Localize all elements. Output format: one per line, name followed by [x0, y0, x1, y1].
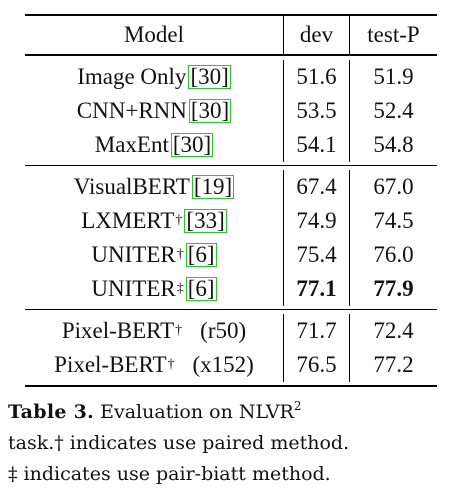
method-mark: † — [175, 323, 183, 338]
model-cell: CNN+RNN [30] — [25, 94, 284, 128]
dev-score: 53.5 — [284, 94, 350, 128]
model-name: VisualBERT — [73, 174, 190, 199]
method-mark: † — [176, 247, 184, 262]
caption-line-2: task.† indicates use paired method. — [8, 432, 350, 454]
citation-number: 30 — [180, 132, 204, 157]
method-mark: † — [175, 213, 183, 228]
table-body: Image Only [30] 51.6 51.9 CNN+RNN [30] 53.5 52.… — [25, 56, 437, 385]
citation-number: 30 — [198, 98, 222, 123]
dev-score: 74.9 — [284, 204, 350, 238]
test-score: 52.4 — [373, 98, 414, 123]
model-cell: Image Only [30] — [25, 60, 284, 94]
citation-link[interactable]: [6] — [185, 276, 217, 301]
model-cell: UNITER † [6] — [25, 238, 284, 272]
method-mark: † — [167, 357, 175, 372]
citation-link[interactable]: [19] — [191, 174, 235, 199]
citation-number: 6 — [195, 242, 207, 267]
dev-score: 75.4 — [284, 238, 350, 272]
header-test: test-P — [367, 22, 420, 47]
model-name: Pixel-BERT — [54, 352, 167, 377]
model-cell: Pixel-BERT † (r50) — [25, 314, 284, 348]
results-table: Model dev test-P Image Only [30] 51.6 51.9 C… — [25, 14, 437, 387]
dev-score: 76.5 — [284, 348, 350, 382]
backbone-label: (r50) — [200, 318, 247, 343]
backbone-label: (x152) — [192, 352, 254, 377]
model-name: MaxEnt — [94, 132, 169, 157]
table-row: UNITER † [6] 75.4 76.0 — [25, 238, 437, 272]
test-score: 67.0 — [373, 174, 414, 199]
table-row: CNN+RNN [30] 53.5 52.4 — [25, 94, 437, 128]
test-score: 77.2 — [373, 352, 414, 377]
table-row: Image Only [30] 51.6 51.9 — [25, 56, 437, 94]
caption-superscript: 2 — [293, 399, 302, 413]
test-score: 51.9 — [373, 64, 414, 89]
test-score: 74.5 — [373, 208, 414, 233]
test-score: 72.4 — [373, 318, 414, 343]
citation-link[interactable]: [6] — [185, 242, 217, 267]
table-caption: Table 3. Evaluation on NLVR2 task.† indi… — [8, 391, 450, 490]
caption-line-1: Table 3. Evaluation on NLVR2 — [8, 391, 450, 428]
model-name: UNITER — [91, 242, 176, 267]
model-cell: VisualBERT [19] — [25, 170, 284, 204]
table-row: UNITER ‡ [6] 77.1 77.9 — [25, 272, 437, 309]
table-row: LXMERT † [33] 74.9 74.5 — [25, 204, 437, 238]
citation-number: 33 — [194, 208, 218, 233]
dev-score: 54.1 — [284, 128, 350, 162]
citation-number: 6 — [195, 276, 207, 301]
caption-label: Table 3. — [8, 401, 95, 423]
model-name: CNN+RNN — [76, 98, 187, 123]
caption-text-a: Evaluation on NLVR — [100, 401, 294, 423]
model-name: Pixel-BERT — [61, 318, 175, 343]
table-row: Pixel-BERT † (x152) 76.5 77.2 — [25, 348, 437, 385]
test-score: 77.9 — [373, 276, 414, 301]
header-dev: dev — [284, 16, 350, 54]
model-name: Image Only — [77, 64, 187, 89]
dev-score: 67.4 — [284, 170, 350, 204]
table-header-row: Model dev test-P — [25, 16, 437, 56]
method-mark: ‡ — [176, 281, 184, 296]
test-score: 76.0 — [373, 242, 414, 267]
citation-link[interactable]: [30] — [170, 132, 214, 157]
dev-score: 71.7 — [284, 314, 350, 348]
model-name: UNITER — [91, 276, 176, 301]
model-cell: Pixel-BERT † (x152) — [25, 348, 284, 382]
citation-link[interactable]: [30] — [188, 64, 231, 89]
model-cell: MaxEnt [30] — [25, 128, 284, 162]
citation-link[interactable]: [30] — [188, 98, 232, 123]
dev-score: 51.6 — [284, 60, 350, 94]
model-name: LXMERT — [81, 208, 175, 233]
model-cell: LXMERT † [33] — [25, 204, 284, 238]
table-row: MaxEnt [30] 54.1 54.8 — [25, 128, 437, 165]
citation-number: 19 — [201, 174, 225, 199]
caption-line-3: ‡ indicates use pair-biatt method. — [8, 463, 331, 485]
citation-link[interactable]: [33] — [184, 208, 227, 233]
citation-number: 30 — [198, 64, 222, 89]
table-row: VisualBERT [19] 67.4 67.0 — [25, 165, 437, 204]
header-model: Model — [25, 16, 284, 54]
test-score: 54.8 — [373, 132, 414, 157]
model-cell: UNITER ‡ [6] — [25, 272, 284, 306]
table-row: Pixel-BERT † (r50) 71.7 72.4 — [25, 309, 437, 348]
dev-score: 77.1 — [284, 272, 350, 306]
